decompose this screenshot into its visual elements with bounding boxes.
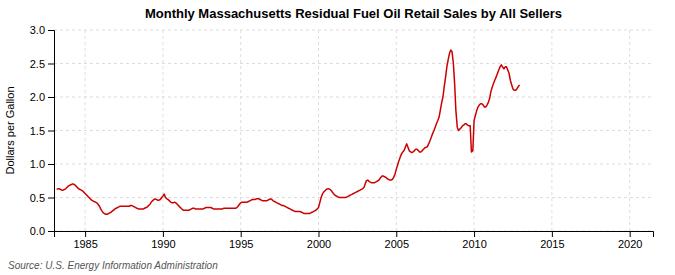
x-axis-line (55, 232, 654, 238)
annotation: Source: U.S. Energy Information Administ… (8, 260, 218, 271)
title: Monthly Massachusetts Residual Fuel Oil … (145, 6, 562, 21)
tick-mark (48, 64, 54, 65)
tick-mark (163, 231, 164, 237)
chart: 1985 1990 1995 2000 2005 2010 2015 2020 0.0 0.5 1.… (0, 0, 675, 275)
grid-line (318, 30, 319, 231)
grid-line (629, 30, 630, 231)
tick-label: 1.5 (30, 125, 45, 137)
y-axis-tick: 1.0 (30, 158, 54, 170)
y-axis-title: Dollars per Gallon (4, 86, 16, 174)
y-axis-tick: 0.5 (30, 192, 54, 204)
marks (57, 50, 520, 214)
tick-mark (630, 231, 631, 237)
tick-mark (318, 231, 319, 237)
tick-label: 2005 (385, 238, 409, 250)
tick-label: 0.0 (30, 225, 45, 237)
tick-label: 1985 (73, 238, 97, 250)
tick-mark (552, 231, 553, 237)
tick-label: 3.0 (30, 24, 45, 36)
y-axis-tick: 2.5 (30, 58, 54, 70)
y-axis-tick: 1.5 (30, 125, 54, 137)
tick-label: 1.0 (30, 158, 45, 170)
grid-line (162, 30, 163, 231)
grid-line (54, 30, 653, 31)
x-axis-tick: 2010 (462, 231, 486, 250)
y-axis-line (48, 31, 55, 232)
x-axis-tick: 1990 (151, 231, 175, 250)
grid-line (551, 30, 552, 231)
tick-label: 2020 (618, 238, 642, 250)
tick-mark (48, 164, 54, 165)
y-axis: 0.0 0.5 1.0 1.5 2.0 2.5 3.0 (30, 24, 55, 237)
tick-mark (241, 231, 242, 237)
x-axis-tick: 2020 (618, 231, 642, 250)
y-axis-tick: 3.0 (30, 24, 54, 36)
tick-mark (48, 231, 54, 232)
tick-mark (85, 231, 86, 237)
tick-mark (474, 231, 475, 237)
y-axis-tick: 0.0 (30, 225, 54, 237)
grid-line (54, 130, 653, 131)
x-axis-tick: 1985 (73, 231, 97, 250)
tick-label: 2000 (307, 238, 331, 250)
y-axis-tick: 2.0 (30, 91, 54, 103)
grid-line (54, 63, 653, 64)
tick-mark (396, 231, 397, 237)
x-axis-tick: 1995 (229, 231, 253, 250)
grid-line (396, 30, 397, 231)
grid-line (54, 197, 653, 198)
tick-label: 2.5 (30, 58, 45, 70)
plot: 1985 1990 1995 2000 2005 2010 2015 2020 0.0 0.5 1.… (30, 24, 654, 250)
x-axis-tick: 2005 (385, 231, 409, 250)
tick-label: 0.5 (30, 192, 45, 204)
x-axis: 1985 1990 1995 2000 2005 2010 2015 2020 (55, 231, 654, 250)
grid (54, 30, 653, 231)
tick-label: 2015 (540, 238, 564, 250)
tick-label: 2.0 (30, 91, 45, 103)
x-axis-tick: 2000 (307, 231, 331, 250)
grid-line (54, 97, 653, 98)
tick-label: 2010 (462, 238, 486, 250)
grid-line (240, 30, 241, 231)
grid-line (54, 164, 653, 165)
tick-label: 1990 (151, 238, 175, 250)
tick-mark (48, 97, 54, 98)
grid-line (85, 30, 86, 231)
line (57, 50, 520, 214)
tick-mark (48, 131, 54, 132)
tick-mark (48, 198, 54, 199)
x-axis-tick: 2015 (540, 231, 564, 250)
tick-label: 1995 (229, 238, 253, 250)
tick-mark (48, 30, 54, 31)
